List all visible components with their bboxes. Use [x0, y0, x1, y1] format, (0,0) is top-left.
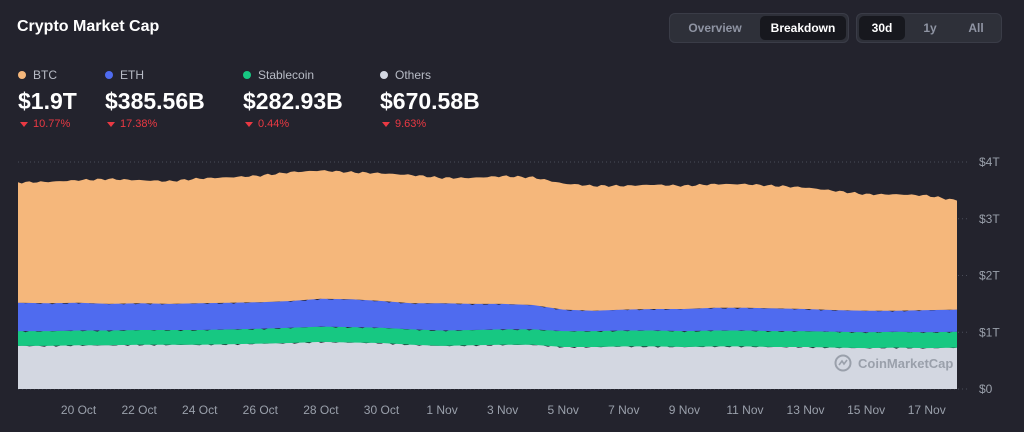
range-toggle: 30d 1y All [856, 13, 1002, 43]
legend-value: $1.9T [18, 88, 77, 114]
legend-item-stablecoin[interactable]: Stablecoin $282.93B 0.44% [243, 68, 380, 130]
x-tick-label: 20 Oct [61, 403, 97, 417]
legend-change: 0.44% [243, 118, 380, 130]
eth-dot-icon [105, 71, 113, 79]
down-triangle-icon [245, 121, 253, 127]
y-tick-label: $3T [979, 212, 1000, 226]
legend-label: ETH [120, 68, 144, 82]
others-dot-icon [380, 71, 388, 79]
x-tick-label: 3 Nov [487, 403, 518, 417]
x-tick-label: 17 Nov [908, 403, 946, 417]
watermark: CoinMarketCap [834, 354, 953, 372]
x-tick-label: 13 Nov [787, 403, 825, 417]
legend: BTC $1.9T 10.77% ETH $385.56B 17.38% Sta… [18, 68, 520, 130]
area-btc [18, 170, 957, 311]
area-eth [18, 297, 957, 333]
legend-head: ETH [105, 68, 243, 82]
legend-change-text: 10.77% [33, 118, 71, 130]
legend-change-text: 17.38% [120, 118, 158, 130]
x-tick-label: 24 Oct [182, 403, 218, 417]
view-toggle: Overview Breakdown [669, 13, 849, 43]
legend-item-eth[interactable]: ETH $385.56B 17.38% [105, 68, 243, 130]
x-tick-label: 1 Nov [426, 403, 457, 417]
legend-label: BTC [33, 68, 57, 82]
breakdown-tab[interactable]: Breakdown [760, 16, 846, 40]
range-1y-button[interactable]: 1y [923, 21, 937, 35]
x-tick-label: 30 Oct [364, 403, 400, 417]
page-title: Crypto Market Cap [17, 18, 160, 35]
legend-change: 10.77% [18, 118, 105, 130]
btc-dot-icon [18, 71, 26, 79]
legend-label: Stablecoin [258, 68, 315, 82]
x-tick-label: 26 Oct [243, 403, 279, 417]
watermark-text: CoinMarketCap [858, 355, 954, 371]
overview-tab[interactable]: Overview [688, 21, 742, 35]
x-tick-label: 7 Nov [608, 403, 639, 417]
legend-change: 17.38% [105, 118, 243, 130]
legend-change-text: 0.44% [258, 118, 290, 130]
area-others [18, 341, 957, 389]
x-tick-label: 11 Nov [726, 403, 763, 417]
legend-head: Stablecoin [243, 68, 380, 82]
y-tick-label: $4T [979, 155, 1000, 169]
range-all-button[interactable]: All [968, 21, 984, 35]
down-triangle-icon [382, 121, 390, 127]
x-tick-label: 5 Nov [548, 403, 579, 417]
x-tick-label: 15 Nov [847, 403, 885, 417]
legend-item-btc[interactable]: BTC $1.9T 10.77% [18, 68, 105, 130]
legend-label: Others [395, 68, 432, 82]
area-stablecoin [18, 326, 957, 349]
y-tick-label: $1T [979, 325, 1000, 339]
stablecoin-dot-icon [243, 71, 251, 79]
legend-value: $385.56B [105, 88, 205, 114]
y-tick-label: $2T [979, 269, 1000, 283]
legend-value: $282.93B [243, 88, 343, 114]
legend-item-others[interactable]: Others $670.58B 9.63% [380, 68, 520, 130]
coinmarketcap-logo-icon [834, 354, 852, 372]
down-triangle-icon [20, 121, 28, 127]
legend-head: BTC [18, 68, 105, 82]
legend-change-text: 9.63% [395, 118, 427, 130]
x-tick-label: 28 Oct [303, 403, 339, 417]
legend-change: 9.63% [380, 118, 520, 130]
range-30d-button[interactable]: 30d [859, 16, 905, 40]
down-triangle-icon [107, 121, 115, 127]
legend-value: $670.58B [380, 88, 480, 114]
x-tick-label: 22 Oct [121, 403, 157, 417]
x-tick-label: 9 Nov [669, 403, 700, 417]
legend-head: Others [380, 68, 520, 82]
y-tick-label: $0 [979, 382, 993, 396]
